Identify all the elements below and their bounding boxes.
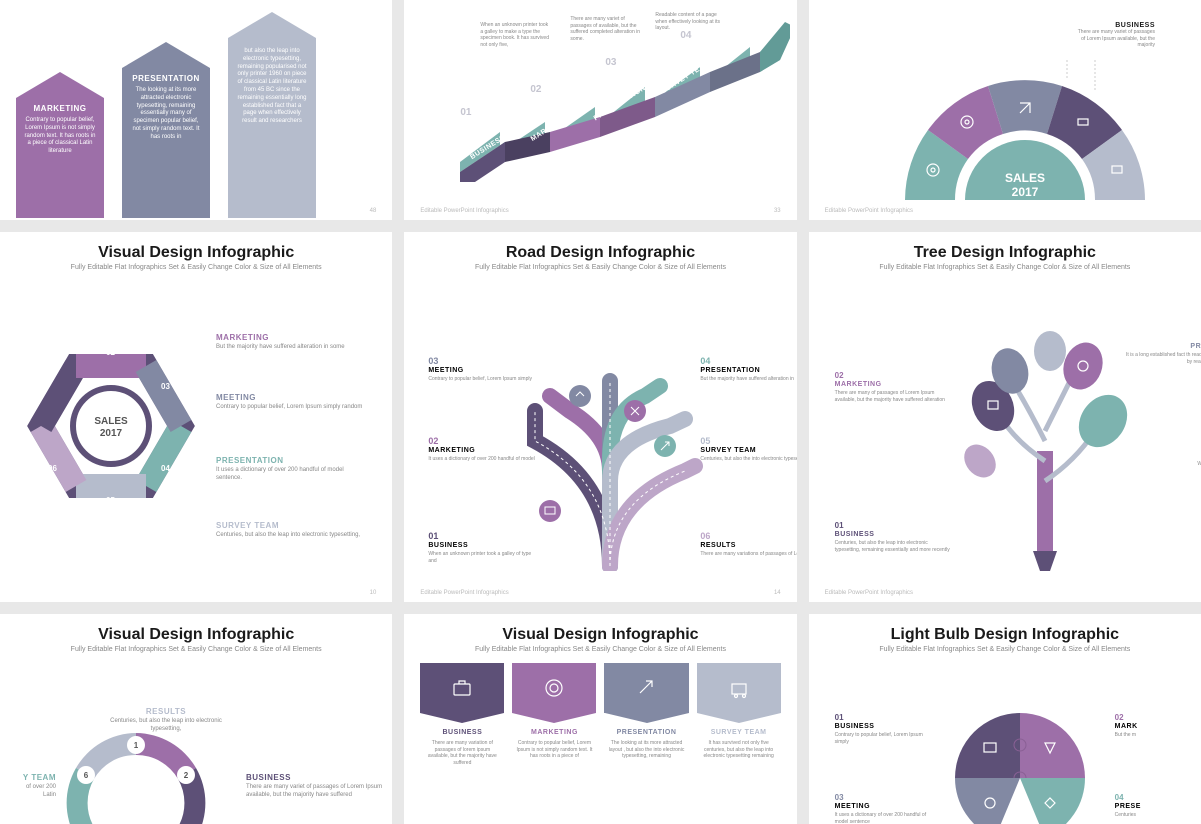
slide-title: Tree Design Infographic [825, 244, 1185, 262]
case-icon [451, 677, 473, 699]
svg-text:6: 6 [84, 771, 89, 780]
roads [510, 341, 710, 571]
road-item: 01BUSINESSWhen an unknown printer took a… [428, 531, 538, 564]
svg-text:04: 04 [161, 464, 170, 473]
cart-icon [728, 677, 750, 699]
svg-text:2017: 2017 [100, 428, 123, 439]
svg-text:1: 1 [134, 741, 139, 750]
slide-arrows: MARKETINGContrary to popular belief, Lor… [0, 0, 392, 220]
slide-title: Light Bulb Design Infographic [825, 626, 1185, 644]
road-item: 03MEETINGContrary to popular belief, Lor… [428, 356, 538, 383]
hexagon: SALES 2017 03 04 05 06 02 [16, 331, 206, 521]
slide-subtitle: Fully Editable Flat Infographics Set & E… [16, 646, 376, 653]
svg-text:02: 02 [106, 348, 115, 357]
slide-grid: MARKETINGContrary to popular belief, Lor… [0, 0, 1201, 824]
svg-text:05: 05 [106, 496, 115, 505]
arrow-column: MARKETINGContrary to popular belief, Lor… [16, 72, 104, 220]
footer: Editable PowerPoint Infographics [825, 208, 913, 214]
step-num: 01 [460, 107, 471, 118]
slide-title: Visual Design Infographic [420, 626, 780, 644]
svg-text:2: 2 [184, 771, 189, 780]
gear-icon [543, 677, 565, 699]
road-item: 02MARKETINGIt uses a dictionary of over … [428, 436, 538, 463]
footer: Editable PowerPoint Infographics [825, 590, 913, 596]
semi-pie: SALES 2017 [885, 60, 1165, 220]
slide-semipie: BUSINESS There are many variet of passag… [809, 0, 1201, 220]
slide-tree: Tree Design Infographic Fully Editable F… [809, 232, 1201, 602]
page-number: 48 [370, 208, 377, 214]
tab-item: .tab:nth-child(1) .tab-head::after{borde… [420, 663, 504, 766]
tab-item: .tab:nth-child(4) .tab-head::after{borde… [697, 663, 781, 766]
step-num: 04 [680, 30, 691, 41]
slide-bulb: Light Bulb Design Infographic Fully Edit… [809, 614, 1201, 824]
svg-text:03: 03 [161, 382, 170, 391]
svg-text:SALES: SALES [1005, 171, 1045, 185]
plane-icon [636, 677, 658, 699]
business-label: BUSINESS There are many variet of passag… [1075, 22, 1155, 49]
tree [955, 331, 1135, 571]
page-number: 33 [774, 208, 781, 214]
slide-circular: Visual Design Infographic Fully Editable… [0, 614, 392, 824]
road-item: 06RESULTSThere are many variations of pa… [700, 531, 796, 558]
arrow-column: PRESENTATIONThe looking at its more attr… [122, 42, 210, 220]
slide-subtitle: Fully Editable Flat Infographics Set & E… [825, 646, 1185, 653]
step-desc: Readable content of a page when effectiv… [655, 12, 725, 32]
slide-roads: Road Design Infographic Fully Editable F… [404, 232, 796, 602]
footer: Editable PowerPoint Infographics [420, 590, 508, 596]
svg-text:06: 06 [48, 464, 57, 473]
slide-subtitle: Fully Editable Flat Infographics Set & E… [420, 264, 780, 271]
arrow-column: but also the leap into electronic typese… [228, 12, 316, 220]
road-item: 05SURVEY TEAMCenturies, but also the int… [700, 436, 796, 463]
page-number: 10 [370, 590, 377, 596]
slide-title: Visual Design Infographic [16, 626, 376, 644]
step-desc: There are many variet of passages of ava… [570, 16, 640, 42]
step-num: 03 [605, 57, 616, 68]
step-num: 02 [530, 84, 541, 95]
slide-tabs: Visual Design Infographic Fully Editable… [404, 614, 796, 824]
step-desc: When an unknown printer took a galley to… [480, 22, 550, 48]
svg-text:2017: 2017 [1011, 185, 1038, 199]
tab-item: .tab:nth-child(2) .tab-head::after{borde… [512, 663, 596, 766]
slide-hexagon: Visual Design Infographic Fully Editable… [0, 232, 392, 602]
road-item: 04PRESENTATIONBut the majority have suff… [700, 356, 796, 383]
svg-text:SALES: SALES [94, 416, 128, 427]
slide-zigzag: 01 02 03 04 BUSINESS MARKETING PRESENTAT… [404, 0, 796, 220]
lightbulb [945, 703, 1095, 824]
slide-title: Visual Design Infographic [16, 244, 376, 262]
page-number: 14 [774, 590, 781, 596]
slide-title: Road Design Infographic [420, 244, 780, 262]
tab-item: .tab:nth-child(3) .tab-head::after{borde… [604, 663, 688, 766]
slide-subtitle: Fully Editable Flat Infographics Set & E… [16, 264, 376, 271]
footer: Editable PowerPoint Infographics [420, 208, 508, 214]
slide-subtitle: Fully Editable Flat Infographics Set & E… [825, 264, 1185, 271]
slide-subtitle: Fully Editable Flat Infographics Set & E… [420, 646, 780, 653]
